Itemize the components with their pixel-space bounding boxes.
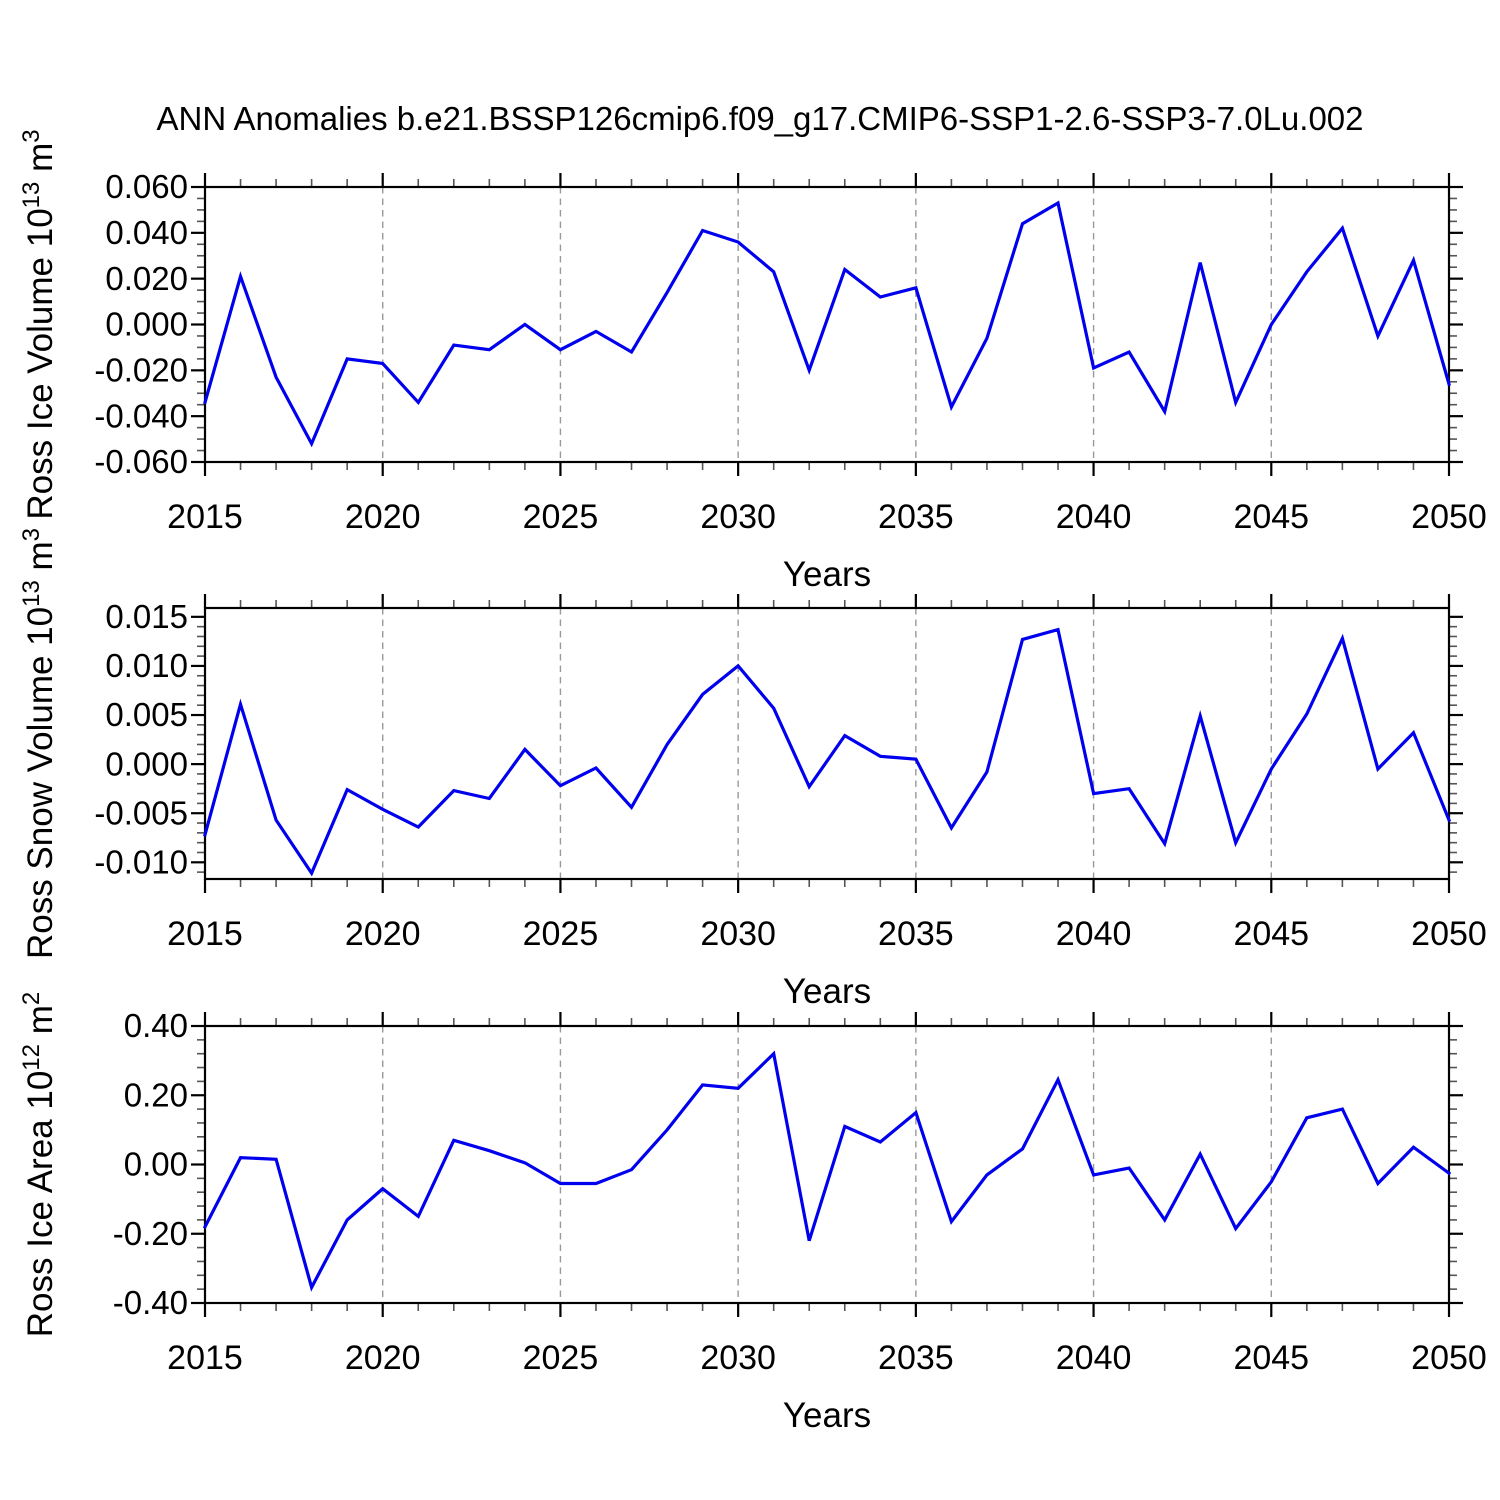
y-tick-label: 0.015 <box>105 598 188 635</box>
figure-title: ANN Anomalies b.e21.BSSP126cmip6.f09_g17… <box>156 100 1364 137</box>
x-tick-label: 2050 <box>1411 1339 1487 1377</box>
x-tick-label: 2015 <box>167 498 243 536</box>
y-axis-title: Ross Ice Area 1012 m2 <box>18 992 60 1338</box>
data-line-ross-snow-volume <box>203 627 1452 877</box>
x-axis-title: Years <box>783 1396 871 1435</box>
x-tick-label: 2050 <box>1411 498 1487 536</box>
y-tick-label: -0.010 <box>94 844 188 881</box>
x-axis-title: Years <box>783 972 871 1011</box>
x-tick-label: 2035 <box>878 498 954 536</box>
x-tick-label: 2015 <box>167 915 243 953</box>
x-tick-label: 2035 <box>878 1339 954 1377</box>
y-tick-label: -0.060 <box>94 443 188 480</box>
x-tick-labels: 2015 2020 2025 2030 2035 2040 2045 2050 <box>167 498 1487 536</box>
x-ticks <box>203 594 1451 893</box>
x-tick-label: 2050 <box>1411 915 1487 953</box>
y-tick-label: -0.040 <box>94 397 188 434</box>
x-tick-label: 2040 <box>1056 1339 1132 1377</box>
x-tick-label: 2030 <box>700 1339 776 1377</box>
y-ticks: 0.40 0.20 0.00 -0.20 -0.40 <box>113 1007 1463 1321</box>
x-tick-label: 2040 <box>1056 915 1132 953</box>
x-ticks <box>203 1012 1451 1317</box>
panel-ross-snow-volume: 0.015 0.010 0.005 0.000 -0.005 -0.010 2015 2020… <box>18 528 1487 1011</box>
x-axis-title: Years <box>783 555 871 594</box>
x-tick-labels: 2015 2020 2025 2030 2035 2040 2045 2050 <box>167 1339 1487 1377</box>
x-tick-label: 2040 <box>1056 498 1132 536</box>
y-tick-label: 0.020 <box>105 260 188 297</box>
y-tick-label: 0.060 <box>105 168 188 205</box>
y-tick-label: 0.000 <box>105 306 188 343</box>
x-tick-label: 2035 <box>878 915 954 953</box>
y-tick-label: 0.40 <box>124 1007 188 1044</box>
x-tick-label: 2030 <box>700 915 776 953</box>
panel-frame <box>203 1024 1451 1305</box>
x-tick-label: 2020 <box>345 1339 421 1377</box>
x-tick-label: 2045 <box>1233 915 1309 953</box>
x-tick-labels: 2015 2020 2025 2030 2035 2040 2045 2050 <box>167 915 1487 953</box>
y-tick-label: 0.00 <box>124 1146 188 1183</box>
x-tick-label: 2020 <box>345 915 421 953</box>
data-line-ross-ice-area <box>202 1050 1452 1292</box>
y-tick-label: -0.20 <box>113 1215 188 1252</box>
panel-frame <box>203 185 1451 464</box>
x-tick-label: 2045 <box>1233 1339 1309 1377</box>
gridlines <box>382 608 1272 879</box>
x-tick-label: 2030 <box>700 498 776 536</box>
x-tick-label: 2045 <box>1233 498 1309 536</box>
y-tick-label: -0.020 <box>94 352 188 389</box>
panel-ross-ice-volume: 0.060 0.040 0.020 0.000 -0.020 -0.040 -0.060 20… <box>18 129 1487 594</box>
x-tick-label: 2025 <box>523 1339 599 1377</box>
y-tick-label: 0.20 <box>124 1076 188 1113</box>
y-axis-title: Ross Snow Volume 1013 m3 <box>18 528 60 959</box>
x-tick-label: 2020 <box>345 498 421 536</box>
panel-frame <box>203 606 1451 881</box>
y-axis-title: Ross Ice Volume 1013 m3 <box>18 129 60 519</box>
y-tick-label: 0.010 <box>105 647 188 684</box>
x-tick-label: 2025 <box>523 498 599 536</box>
y-ticks: 0.060 0.040 0.020 0.000 -0.020 -0.040 -0.060 <box>94 168 1463 480</box>
y-tick-label: -0.40 <box>113 1284 188 1321</box>
y-tick-label: -0.005 <box>94 794 188 831</box>
gridlines <box>382 1026 1272 1303</box>
data-line-ross-ice-volume <box>203 200 1451 448</box>
y-tick-label: 0.005 <box>105 696 188 733</box>
x-tick-label: 2015 <box>167 1339 243 1377</box>
y-tick-label: 0.040 <box>105 214 188 251</box>
y-tick-label: 0.000 <box>105 745 188 782</box>
y-ticks: 0.015 0.010 0.005 0.000 -0.005 -0.010 <box>94 598 1463 881</box>
x-tick-label: 2025 <box>523 915 599 953</box>
x-ticks <box>203 173 1451 476</box>
